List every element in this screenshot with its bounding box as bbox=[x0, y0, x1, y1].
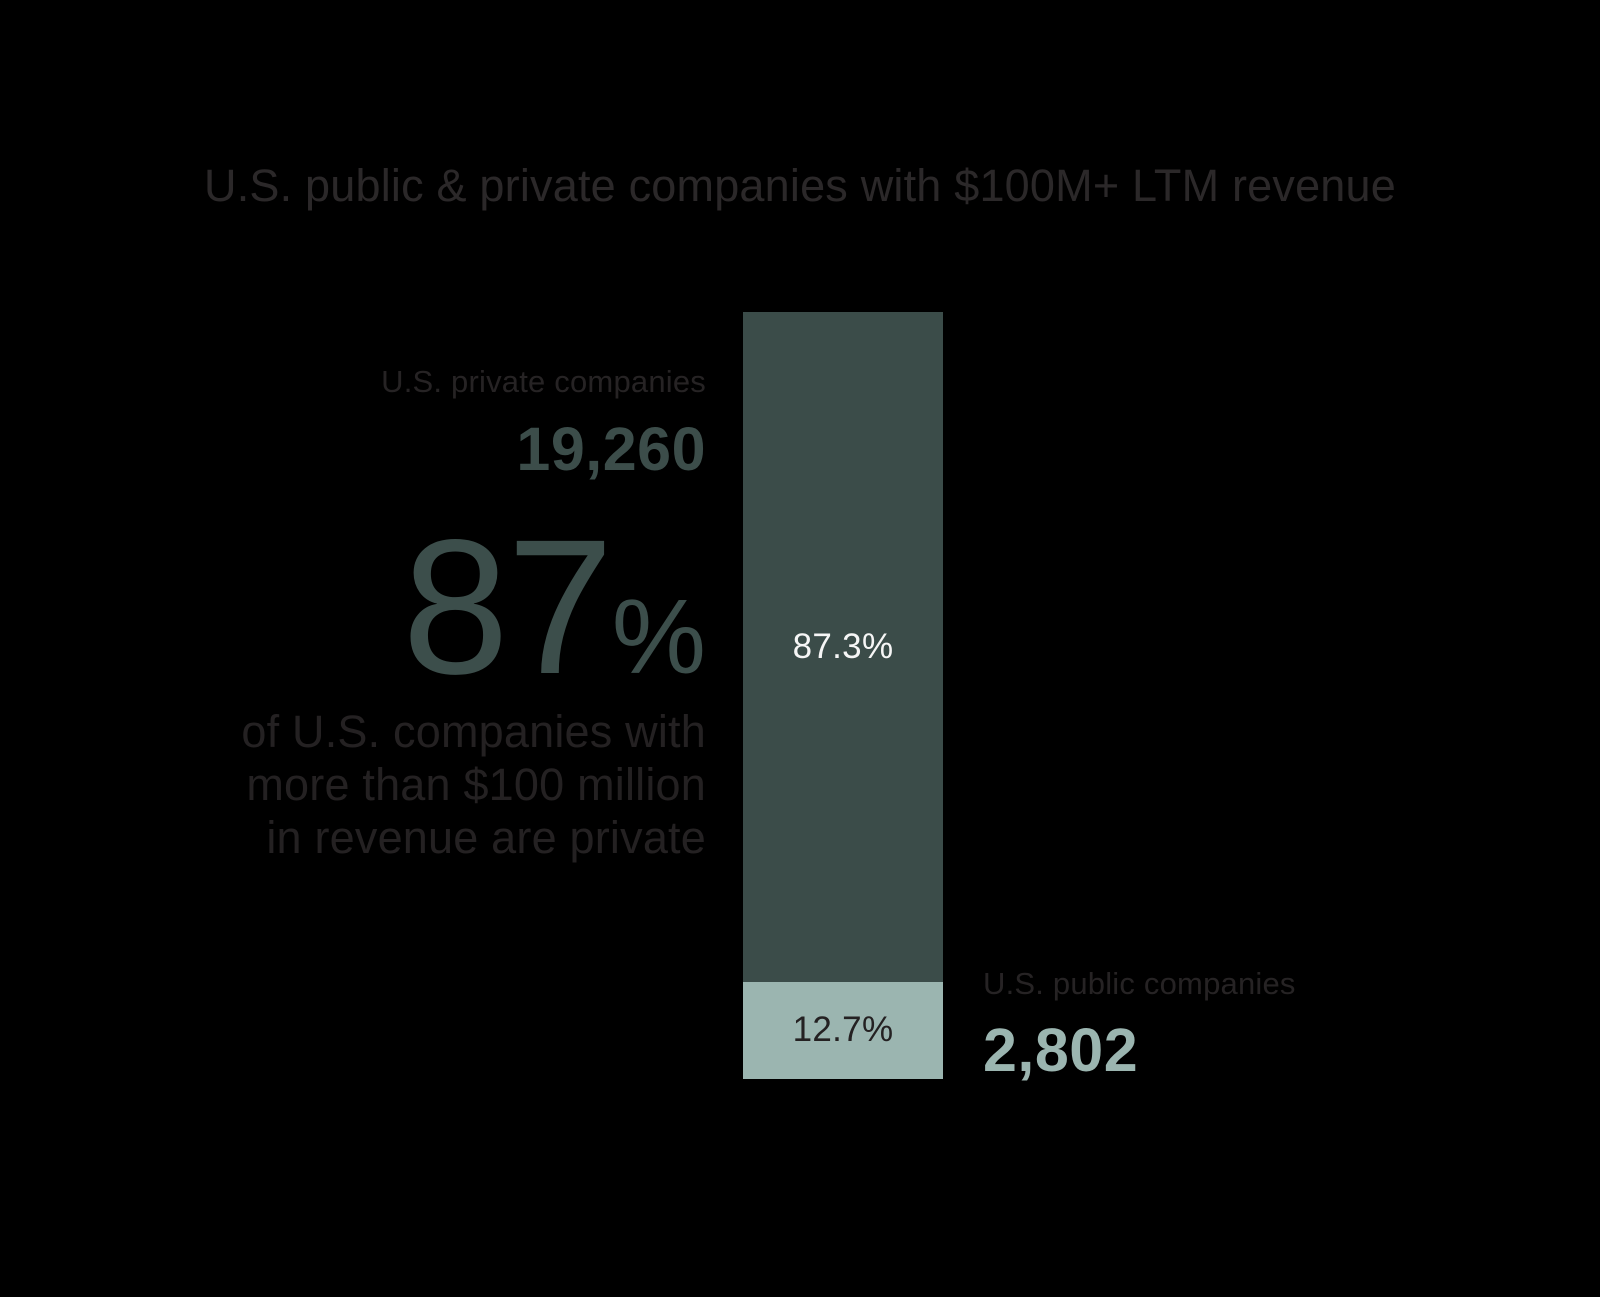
headline-caption-line-3: in revenue are private bbox=[266, 812, 706, 864]
headline-percent: 87% bbox=[106, 511, 706, 703]
headline-caption-line-2: more than $100 million bbox=[246, 759, 706, 811]
chart-title: U.S. public & private companies with $10… bbox=[204, 160, 1396, 211]
headline-percent-symbol: % bbox=[611, 578, 706, 696]
private-segment: 87.3% bbox=[743, 312, 943, 982]
public-companies-label: U.S. public companies bbox=[983, 966, 1296, 1001]
stacked-bar: 87.3% 12.7% bbox=[743, 312, 943, 1079]
headline-caption: of U.S. companies with more than $100 mi… bbox=[106, 705, 706, 864]
headline-statistic: 87% of U.S. companies with more than $10… bbox=[106, 511, 706, 864]
public-companies-callout: U.S. public companies 2,802 bbox=[983, 966, 1296, 1085]
headline-caption-line-1: of U.S. companies with bbox=[241, 706, 706, 758]
private-companies-callout: U.S. private companies 19,260 bbox=[381, 364, 706, 484]
private-companies-label: U.S. private companies bbox=[381, 364, 706, 399]
public-percent-label: 12.7% bbox=[792, 1010, 894, 1050]
private-percent-label: 87.3% bbox=[792, 626, 894, 666]
public-companies-value: 2,802 bbox=[983, 1016, 1139, 1084]
private-companies-value: 19,260 bbox=[516, 415, 706, 483]
headline-percent-number: 87 bbox=[402, 499, 614, 714]
public-segment: 12.7% bbox=[743, 981, 943, 1079]
